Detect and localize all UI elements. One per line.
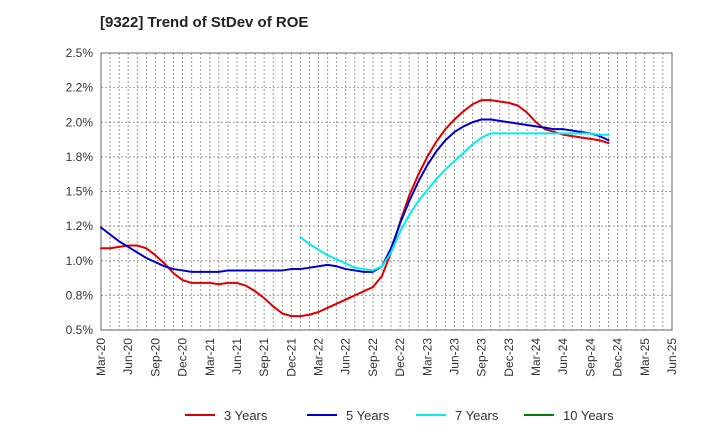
x-tick-label: Sep-20 bbox=[148, 338, 162, 377]
x-tick-label: Mar-20 bbox=[94, 338, 108, 376]
y-tick-label: 2.5% bbox=[66, 46, 94, 60]
x-tick-label: Dec-20 bbox=[176, 338, 190, 377]
x-tick-label: Jun-20 bbox=[121, 338, 135, 375]
y-tick-label: 1.0% bbox=[66, 254, 94, 268]
x-tick-label: Sep-22 bbox=[366, 338, 380, 377]
legend-label: 10 Years bbox=[563, 408, 614, 423]
y-tick-label: 0.8% bbox=[66, 288, 94, 302]
plot-border bbox=[100, 52, 673, 331]
y-tick-label: 2.0% bbox=[66, 115, 94, 129]
chart-title: [9322] Trend of StDev of ROE bbox=[100, 14, 309, 31]
x-tick-label: Mar-22 bbox=[312, 338, 326, 376]
x-tick-label: Sep-24 bbox=[583, 338, 597, 377]
series-line-3-years bbox=[100, 99, 610, 318]
x-tick-label: Sep-21 bbox=[257, 338, 271, 377]
x-tick-label: Dec-23 bbox=[502, 338, 516, 377]
legend-label: 3 Years bbox=[224, 408, 268, 423]
y-tick-label: 1.8% bbox=[66, 150, 94, 164]
legend-label: 5 Years bbox=[346, 408, 390, 423]
x-tick-label: Jun-25 bbox=[665, 338, 679, 375]
x-tick-label: Dec-21 bbox=[284, 338, 298, 377]
x-tick-label: Jun-21 bbox=[230, 338, 244, 375]
series-lines bbox=[100, 99, 610, 318]
y-tick-label: 1.2% bbox=[66, 219, 94, 233]
y-tick-label: 0.5% bbox=[66, 323, 94, 337]
y-tick-label: 2.2% bbox=[66, 81, 94, 95]
x-tick-label: Mar-23 bbox=[420, 338, 434, 376]
axes: 0.5% 0.8% 1.0% 1.2% 1.5% 1.8% 2.0% 2.2% 2.5% Mar-… bbox=[66, 46, 679, 377]
x-tick-label: Mar-21 bbox=[203, 338, 217, 376]
x-tick-label: Jun-23 bbox=[447, 338, 461, 375]
x-tick-label: Sep-23 bbox=[475, 338, 489, 377]
series-line-7-years bbox=[299, 132, 610, 272]
x-tick-label: Mar-25 bbox=[638, 338, 652, 376]
x-tick-label: Dec-22 bbox=[393, 338, 407, 377]
x-tick-label: Jun-24 bbox=[556, 338, 570, 375]
x-tick-label: Mar-24 bbox=[529, 338, 543, 376]
legend-label: 7 Years bbox=[455, 408, 499, 423]
x-tick-label: Dec-24 bbox=[611, 338, 625, 377]
series-line-5-years bbox=[100, 118, 610, 273]
legend: 3 Years 5 Years 7 Years 10 Years bbox=[185, 408, 614, 423]
y-tick-label: 1.5% bbox=[66, 185, 94, 199]
grid bbox=[100, 52, 673, 331]
x-tick-label: Jun-22 bbox=[339, 338, 353, 375]
